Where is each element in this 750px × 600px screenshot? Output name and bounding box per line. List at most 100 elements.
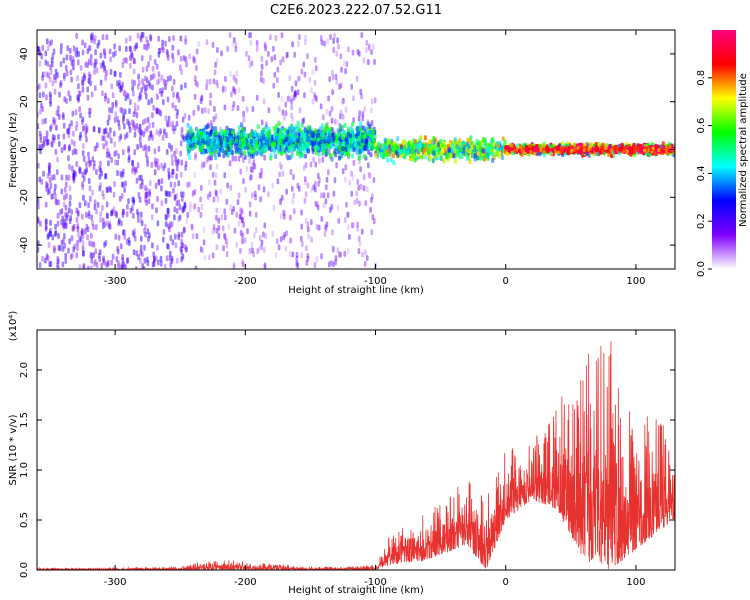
spectrogram-cell: [155, 63, 159, 70]
spectrogram-cell: [132, 57, 136, 64]
spectrogram-cell: [661, 141, 665, 146]
spectrogram-cell: [165, 132, 168, 139]
spectrogram-cell: [249, 138, 253, 144]
spectrogram-cell: [127, 120, 131, 127]
spectrogram-cell: [345, 61, 349, 68]
spectrogram-cell: [326, 136, 330, 142]
spectrogram-cell: [188, 53, 191, 60]
spectrogram-cell: [84, 169, 87, 176]
spectrogram-cell: [343, 122, 347, 128]
spectrogram-cell: [230, 209, 234, 215]
spectrogram-cell: [70, 209, 73, 215]
spectrogram-cell: [184, 244, 187, 251]
spectrogram-cell: [79, 112, 82, 119]
spectrogram-cell: [299, 151, 303, 157]
spectrogram-cell: [133, 80, 136, 86]
spectrogram-cell: [129, 45, 132, 52]
spectrogram-cell: [314, 128, 318, 134]
spectrogram-cell: [94, 259, 97, 266]
spectrogram-cell: [449, 153, 453, 159]
spectrogram-cell: [119, 171, 123, 177]
spectrogram-cell: [202, 239, 206, 246]
spectrogram-cell: [264, 43, 267, 50]
spectrogram-cell: [391, 144, 395, 150]
spectrogram-cell: [278, 134, 282, 140]
spectrogram-cell: [237, 155, 241, 162]
spectrogram-cell: [314, 200, 317, 207]
spectrogram-cell: [75, 216, 79, 223]
spectrogram-cell: [209, 147, 213, 153]
spectrogram-cell: [294, 80, 298, 87]
spectrogram-cell: [194, 154, 197, 161]
spectrogram-cell: [356, 225, 359, 232]
spectrogram-cell: [457, 145, 461, 151]
spectrogram-cell: [313, 92, 316, 99]
spectrogram-cell: [276, 66, 280, 73]
spectrogram-cell: [88, 185, 92, 192]
colorbar-tick-label: 0.8: [696, 70, 707, 86]
spectrogram-cell: [365, 47, 368, 54]
spectrogram-cell: [82, 155, 86, 162]
spectrogram-cell: [141, 250, 144, 257]
spectrogram-cell: [442, 158, 446, 164]
spectrogram-cell: [150, 161, 154, 168]
spectrogram-cell: [276, 178, 280, 185]
spectrogram-cell: [310, 236, 313, 243]
spectrogram-cell: [149, 34, 152, 41]
spectrogram-cell: [346, 211, 349, 218]
spectrogram-cell: [313, 262, 317, 268]
spectrogram-cell: [114, 210, 117, 217]
spectrogram-cell: [419, 135, 423, 141]
spectrogram-cell: [241, 127, 245, 133]
spectrogram-cell: [179, 55, 183, 62]
spectrogram-cell: [317, 181, 320, 187]
spectrogram-cell: [78, 165, 81, 172]
spectrogram-cell: [324, 224, 327, 231]
spectrogram-cell: [56, 156, 59, 163]
spectrogram-cell: [128, 240, 131, 247]
spectrogram-cell: [131, 85, 134, 92]
spectrogram-cell: [145, 77, 149, 84]
spectrogram-cell: [312, 184, 315, 191]
spectrogram-cell: [550, 144, 554, 149]
spectrogram-cell: [330, 117, 334, 124]
spectrogram-cell: [138, 175, 141, 181]
spectrogram-cell: [76, 75, 79, 82]
spectrogram-cell: [363, 261, 367, 267]
spectrogram-cell: [166, 243, 169, 249]
spectrogram-cell: [135, 123, 139, 129]
spectrogram-cell: [48, 76, 52, 83]
spectrogram-cell: [505, 151, 509, 156]
spectrogram-cell: [176, 257, 179, 264]
spectrogram-cell: [95, 208, 98, 215]
spectrogram-cell: [224, 86, 227, 93]
spectrogram-cell: [358, 240, 362, 247]
spectrogram-cell: [86, 234, 89, 241]
spectrogram-cell: [88, 112, 91, 119]
spectrogram-cell: [214, 172, 218, 179]
spectrogram-cell: [315, 256, 319, 263]
spectrogram-cell: [325, 176, 329, 183]
spectrogram-cell: [103, 135, 106, 142]
spectrogram-cell: [84, 200, 87, 207]
spectrogram-cell: [317, 172, 320, 179]
spectrogram-cell: [139, 249, 143, 256]
spectrogram-cell: [279, 198, 282, 205]
spectrogram-cell: [156, 244, 159, 251]
spectrogram-cell: [192, 55, 195, 62]
spectrogram-cell: [162, 79, 166, 85]
spectrogram-cell: [132, 232, 136, 239]
spectrogram-cell: [99, 167, 103, 174]
spectrogram-cell: [91, 32, 94, 39]
spectrogram-cell: [146, 160, 149, 167]
spectrogram-cell: [251, 162, 255, 169]
spectrogram-cell: [65, 181, 68, 188]
spectrogram-cell: [123, 123, 126, 130]
spectrogram-cell: [263, 222, 267, 229]
spectrogram-cell: [122, 261, 125, 268]
spectrogram-cell: [171, 172, 174, 179]
spectrogram-cell: [48, 167, 51, 174]
spectrogram-cell: [107, 151, 111, 158]
spectrogram-cell: [322, 192, 326, 199]
spectrogram-cell: [291, 198, 294, 204]
